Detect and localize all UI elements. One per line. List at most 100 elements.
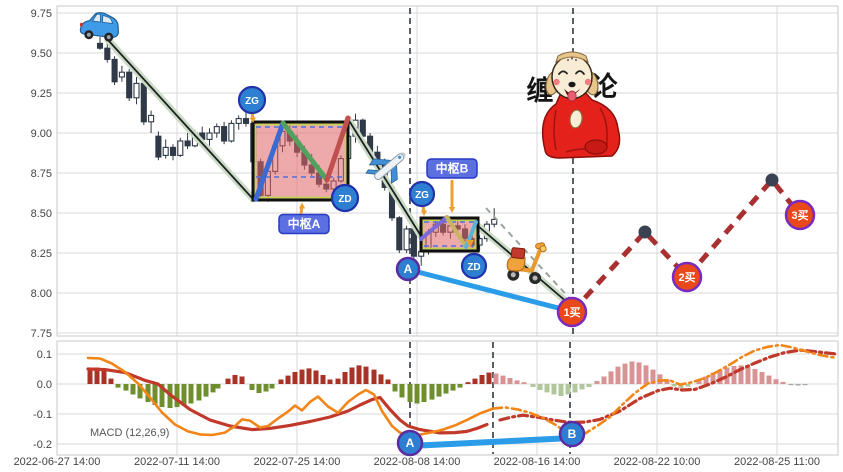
- svg-text:B: B: [568, 427, 577, 441]
- macd-bar: [327, 379, 333, 384]
- macd-bar: [436, 384, 442, 397]
- candle-body: [491, 218, 498, 225]
- candle: [96, 37, 104, 50]
- scooter-icon: [506, 242, 547, 285]
- pivot-zigzag-segment: [253, 120, 286, 202]
- dif-line-forecast: [491, 343, 838, 437]
- macd-bar: [493, 373, 499, 384]
- xtick-label: 2022-07-11 14:00: [134, 456, 220, 468]
- macd-bar: [544, 384, 550, 393]
- zd-a-marker: ZD: [330, 183, 360, 213]
- macd-bar: [215, 384, 221, 389]
- candle: [184, 133, 191, 149]
- macd-bar: [752, 369, 758, 384]
- price-ytick-label: 8.75: [31, 168, 52, 180]
- macd-bar: [429, 384, 435, 400]
- buy3-marker: 3买: [784, 199, 816, 231]
- candle-body: [242, 118, 250, 124]
- macd-bar: [249, 384, 255, 390]
- buy-forecast-zigzag: [570, 177, 802, 314]
- macd-bar: [443, 384, 449, 394]
- candle-body: [148, 114, 155, 123]
- macd-bar: [378, 374, 384, 384]
- macd-bar: [94, 367, 100, 384]
- macd-bar: [101, 370, 107, 384]
- candle: [155, 131, 162, 161]
- pivot-a-callout: 中枢A: [278, 202, 330, 235]
- macd-bar: [356, 365, 362, 384]
- svg-text:ZD: ZD: [338, 194, 351, 205]
- macd-ytick-label: -0.1: [33, 409, 52, 421]
- candle: [221, 121, 228, 145]
- dea-line-forecast: [498, 348, 838, 424]
- candle: [396, 216, 403, 253]
- candle-body: [206, 132, 213, 140]
- candle-body: [235, 118, 242, 124]
- macd-bar: [788, 384, 794, 386]
- candle-body: [104, 47, 111, 60]
- candle: [104, 41, 111, 63]
- turn-dot: [638, 225, 652, 239]
- zg-b-arrow: [420, 205, 428, 216]
- price-ytick-label: 8.50: [31, 208, 52, 220]
- box-b-arrowhead: [466, 240, 474, 248]
- chanlun-mascot: 缠 论: [527, 51, 621, 159]
- macd-bar: [773, 379, 779, 384]
- macd-bar: [507, 378, 513, 384]
- macd-bar: [731, 366, 737, 384]
- macd-bar: [745, 366, 751, 384]
- buy1-marker: 1买: [556, 296, 588, 328]
- xtick-label: 2022-08-16 14:00: [494, 456, 581, 468]
- pivot-box-a: [251, 115, 351, 202]
- macd-bar: [285, 375, 291, 384]
- macd-bar: [203, 384, 209, 397]
- price-ytick-label: 8.25: [31, 248, 52, 260]
- macd-bar: [399, 384, 405, 398]
- price-ytick-label: 8.00: [31, 288, 52, 300]
- pivot-zigzag-segment: [280, 120, 330, 183]
- macd-bar: [232, 375, 238, 384]
- macd-bar: [457, 384, 463, 388]
- macd-bar: [342, 372, 348, 384]
- pivot-box-b: [419, 215, 480, 253]
- macd-bar: [780, 381, 786, 384]
- macd-bar: [537, 384, 543, 390]
- macd-histogram: [87, 361, 808, 408]
- macd-bar: [371, 369, 377, 384]
- macd-bar: [551, 384, 557, 395]
- macd-ytick-label: 0.1: [37, 349, 52, 361]
- candle: [118, 65, 125, 82]
- turn-dot: [765, 173, 779, 187]
- macd-bar: [313, 370, 319, 384]
- macd-bar: [108, 378, 114, 384]
- pivot-b-callout: 中枢B: [426, 158, 478, 213]
- xtick-label: 2022-06-27 14:00: [14, 456, 101, 468]
- blue-link-macd: [407, 435, 575, 449]
- macd-bar: [407, 384, 413, 402]
- pivot-boxes: [251, 115, 480, 253]
- macd-bar: [572, 384, 578, 393]
- macd-bar: [174, 384, 180, 408]
- macd-bar: [256, 384, 262, 393]
- macd-bar: [335, 378, 341, 384]
- candle: [169, 144, 177, 161]
- point-a-macd-marker: A: [396, 429, 424, 457]
- macd-bar: [601, 376, 607, 384]
- macd-bar: [650, 369, 656, 384]
- macd-ytick-label: -0.2: [33, 439, 52, 451]
- macd-bar: [586, 384, 592, 387]
- macd-bar: [766, 375, 772, 384]
- macd-bar: [795, 384, 801, 386]
- car-icon: [79, 12, 119, 42]
- macd-bar: [802, 384, 808, 386]
- macd-bar: [385, 379, 391, 384]
- price-ytick-label: 9.00: [31, 128, 52, 140]
- macd-bar: [225, 378, 231, 384]
- candle-body: [177, 140, 184, 156]
- xtick-label: 2022-08-08 14:00: [374, 456, 461, 468]
- macd-bar: [500, 375, 506, 384]
- macd-bar: [320, 375, 326, 384]
- macd-bar: [685, 384, 691, 387]
